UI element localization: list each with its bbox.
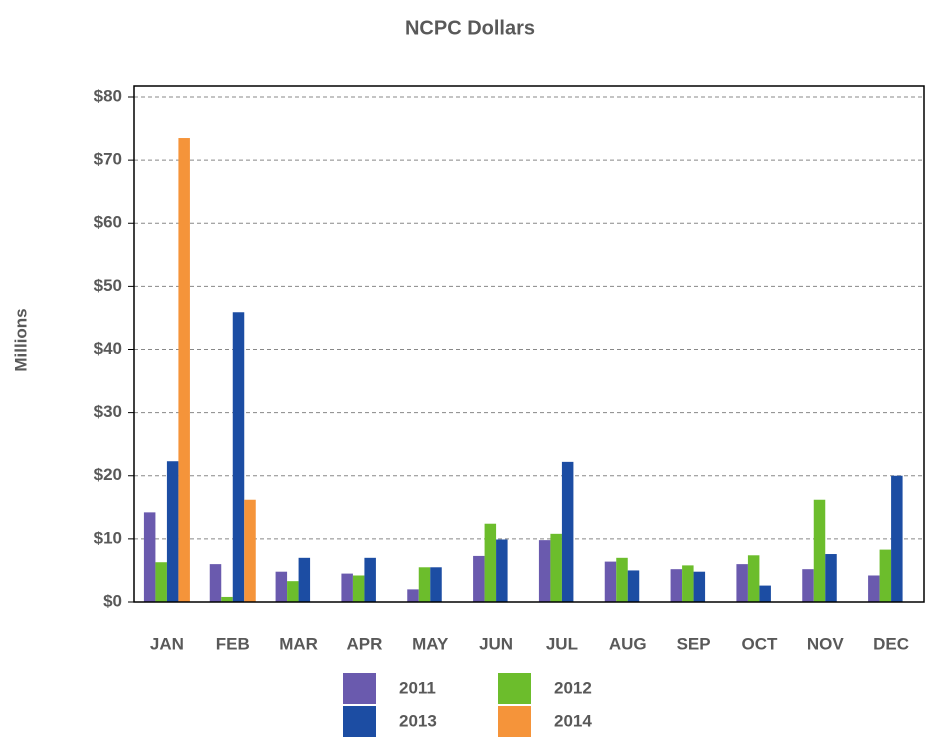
bar <box>627 570 640 602</box>
bar <box>496 539 508 602</box>
y-tick-label: $80 <box>94 86 122 105</box>
bar <box>802 569 814 602</box>
x-tick-label: JAN <box>150 634 184 653</box>
bar <box>430 567 442 602</box>
bar <box>616 557 628 602</box>
x-tick-label: SEP <box>677 634 711 653</box>
legend-swatch <box>498 706 531 737</box>
legend-label: 2014 <box>554 711 592 730</box>
x-tick-label: MAR <box>279 634 318 653</box>
x-tick-label: JUL <box>546 634 578 653</box>
bar <box>736 564 748 602</box>
bar <box>473 555 485 602</box>
bar <box>813 499 826 602</box>
bar <box>221 596 233 602</box>
bar <box>407 589 419 602</box>
x-tick-label: AUG <box>609 634 647 653</box>
bar <box>298 557 311 602</box>
bar <box>891 475 903 602</box>
bar <box>879 549 892 602</box>
bar <box>825 554 837 602</box>
y-tick-label: $0 <box>103 591 122 610</box>
bar <box>747 555 760 602</box>
bar <box>550 533 562 602</box>
x-tick-label: JUN <box>479 634 513 653</box>
bar <box>209 564 222 602</box>
y-tick-label: $60 <box>94 213 122 232</box>
x-tick-label: APR <box>346 634 382 653</box>
y-axis-label: Millions <box>11 308 30 371</box>
bar <box>561 461 574 602</box>
bar <box>352 575 365 602</box>
bar <box>275 571 288 602</box>
y-tick-label: $70 <box>94 150 122 169</box>
plot-border <box>133 85 925 603</box>
x-tick-label: MAY <box>412 634 449 653</box>
legend-label: 2011 <box>399 678 436 697</box>
bar <box>868 575 880 602</box>
y-tick-label: $30 <box>94 402 122 421</box>
legend-swatch <box>343 706 376 737</box>
bar <box>682 565 694 602</box>
x-tick-label: NOV <box>807 634 845 653</box>
bar <box>759 585 771 602</box>
bar <box>693 571 706 602</box>
bar <box>604 561 617 602</box>
bar <box>418 567 431 602</box>
bar <box>341 573 353 602</box>
bar <box>670 569 683 602</box>
y-tick-label: $20 <box>94 465 122 484</box>
legend-label: 2012 <box>554 678 592 697</box>
bar <box>232 312 245 602</box>
x-tick-label: FEB <box>216 634 250 653</box>
bar <box>484 523 497 602</box>
bar <box>155 562 167 602</box>
y-tick-label: $40 <box>94 339 122 358</box>
bar <box>538 540 551 602</box>
bar <box>287 581 299 602</box>
bar <box>143 512 156 602</box>
bar <box>364 557 376 602</box>
bar <box>166 461 179 602</box>
legend-swatch <box>498 673 531 704</box>
bar <box>178 138 190 602</box>
x-tick-label: OCT <box>741 634 778 653</box>
bar <box>244 499 256 602</box>
x-tick-label: DEC <box>873 634 909 653</box>
legend-label: 2013 <box>399 711 437 730</box>
y-tick-label: $50 <box>94 276 122 295</box>
chart-title: NCPC Dollars <box>405 17 535 39</box>
legend-swatch <box>343 673 376 704</box>
y-tick-label: $10 <box>94 528 122 547</box>
